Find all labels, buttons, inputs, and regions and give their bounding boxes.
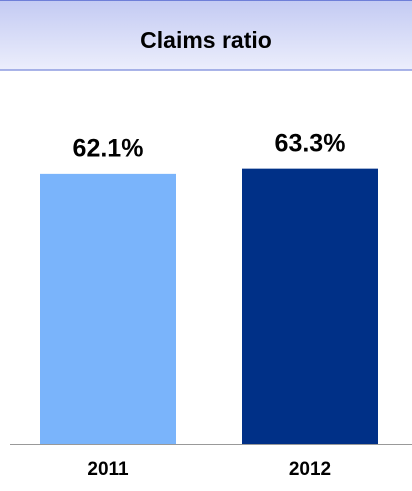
x-tick-label: 2012 <box>289 459 331 480</box>
value-label: 63.3% <box>275 129 346 157</box>
chart-title: Claims ratio <box>140 27 272 53</box>
header-banner <box>0 0 412 70</box>
bar <box>242 168 378 444</box>
value-label: 62.1% <box>73 134 144 162</box>
bar <box>40 173 176 445</box>
x-tick-label: 2011 <box>87 459 129 480</box>
